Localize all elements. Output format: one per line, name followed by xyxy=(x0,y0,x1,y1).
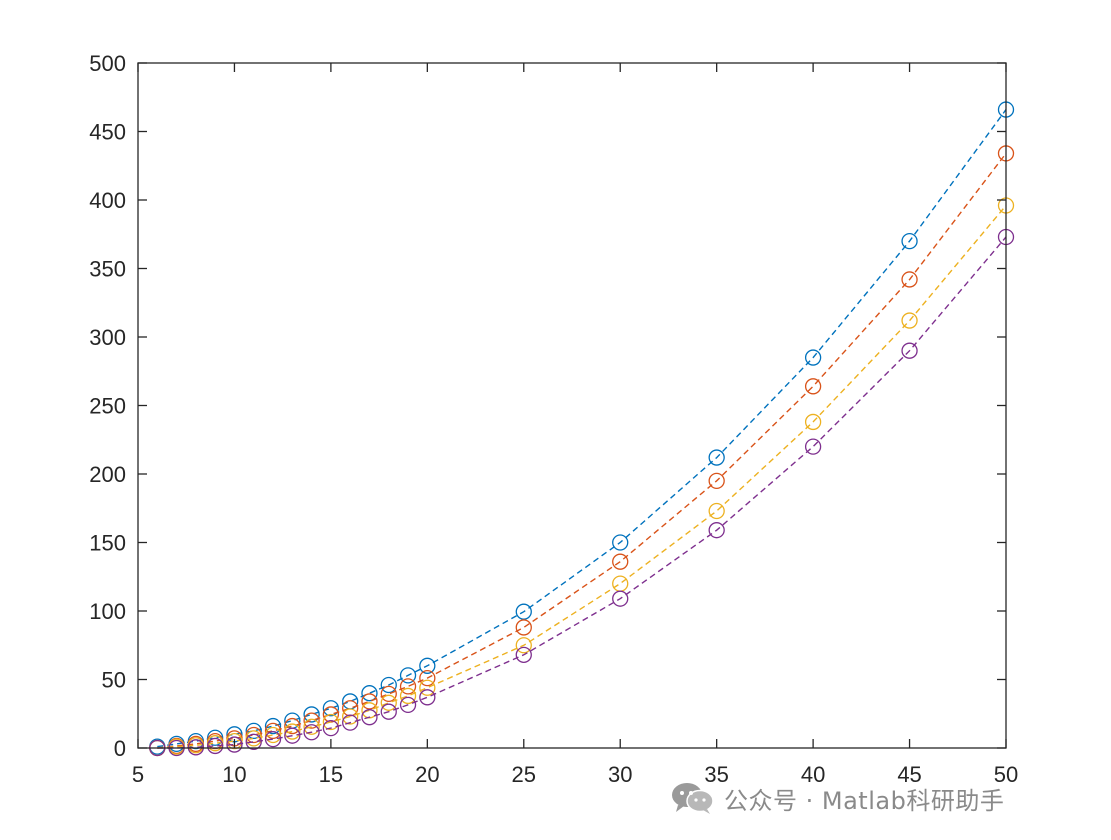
data-point xyxy=(264,717,282,735)
x-tick-label: 50 xyxy=(994,762,1018,787)
data-point xyxy=(361,685,378,702)
data-point xyxy=(245,730,262,747)
data-point xyxy=(804,349,822,366)
wechat-icon xyxy=(672,783,714,814)
data-point xyxy=(515,619,532,636)
data-point xyxy=(207,729,224,746)
plot-background xyxy=(138,63,1006,748)
x-tick-label: 20 xyxy=(415,762,439,787)
data-point xyxy=(708,522,725,539)
data-point xyxy=(303,718,320,735)
data-point xyxy=(226,736,243,753)
series-4 xyxy=(149,228,1015,757)
data-point xyxy=(419,689,436,706)
data-point xyxy=(419,669,436,687)
data-point xyxy=(612,590,629,607)
data-point xyxy=(264,730,282,748)
data-point xyxy=(901,271,918,288)
data-point xyxy=(284,723,301,740)
x-tick-label: 40 xyxy=(801,762,825,787)
data-point xyxy=(245,722,262,740)
data-point xyxy=(322,700,340,717)
data-point xyxy=(901,312,918,329)
y-tick-label: 300 xyxy=(89,325,126,350)
x-tick-label: 10 xyxy=(222,762,246,787)
data-point xyxy=(187,739,205,756)
data-point xyxy=(399,696,417,713)
data-point xyxy=(361,709,378,726)
y-tick-label: 250 xyxy=(89,394,126,419)
series-line xyxy=(157,236,1007,749)
data-point xyxy=(515,603,532,620)
data-point xyxy=(380,676,397,694)
x-tick-label: 35 xyxy=(704,762,728,787)
data-point xyxy=(901,342,918,359)
watermark-text: 公众号 · Matlab科研助手 xyxy=(724,786,1005,815)
data-point xyxy=(342,708,359,725)
y-tick-label: 500 xyxy=(89,51,126,76)
data-point xyxy=(708,449,725,466)
data-point xyxy=(303,706,320,723)
data-point xyxy=(342,714,359,731)
data-point xyxy=(380,694,397,711)
data-point xyxy=(303,724,320,741)
data-point xyxy=(380,703,397,720)
data-point xyxy=(399,687,417,705)
x-tick-label: 15 xyxy=(319,762,343,787)
data-point xyxy=(361,693,378,710)
data-point xyxy=(245,733,262,750)
data-point xyxy=(303,712,320,729)
data-point xyxy=(399,678,417,695)
data-point xyxy=(226,733,243,750)
data-point xyxy=(612,553,629,570)
series-layer xyxy=(149,101,1015,757)
y-tick-label: 450 xyxy=(89,120,126,145)
data-point xyxy=(419,679,436,696)
data-point xyxy=(284,727,301,744)
data-point xyxy=(264,726,282,744)
y-tick-label: 350 xyxy=(89,257,126,282)
data-point xyxy=(322,719,340,737)
data-point xyxy=(264,722,282,740)
data-point xyxy=(399,667,417,684)
data-point xyxy=(804,378,822,395)
data-point xyxy=(380,685,397,703)
watermark: 公众号 · Matlab科研助手 xyxy=(670,780,1004,816)
data-point xyxy=(284,717,301,735)
x-tick-label: 5 xyxy=(132,762,144,787)
data-point xyxy=(419,657,436,674)
data-point xyxy=(804,438,822,455)
data-point xyxy=(708,502,725,520)
x-tick-label: 30 xyxy=(608,762,632,787)
y-tick-label: 400 xyxy=(89,188,126,213)
data-point xyxy=(708,472,725,490)
x-tick-label: 25 xyxy=(512,762,536,787)
tick-layer: 5 10 15 20 25 30 35 40 45 50050100150200250300350… xyxy=(89,51,1018,787)
y-tick-label: 150 xyxy=(89,531,126,556)
y-tick-label: 100 xyxy=(89,599,126,624)
y-tick-label: 200 xyxy=(89,462,126,487)
data-point xyxy=(322,713,340,731)
data-point xyxy=(245,726,262,744)
data-point xyxy=(612,534,629,551)
data-point xyxy=(207,737,224,755)
data-point xyxy=(901,232,918,250)
data-point xyxy=(515,637,532,654)
y-tick-label: 0 xyxy=(114,736,126,761)
data-point xyxy=(804,413,822,431)
x-tick-label: 45 xyxy=(897,762,921,787)
y-tick-label: 50 xyxy=(102,668,126,693)
data-point xyxy=(515,646,532,663)
